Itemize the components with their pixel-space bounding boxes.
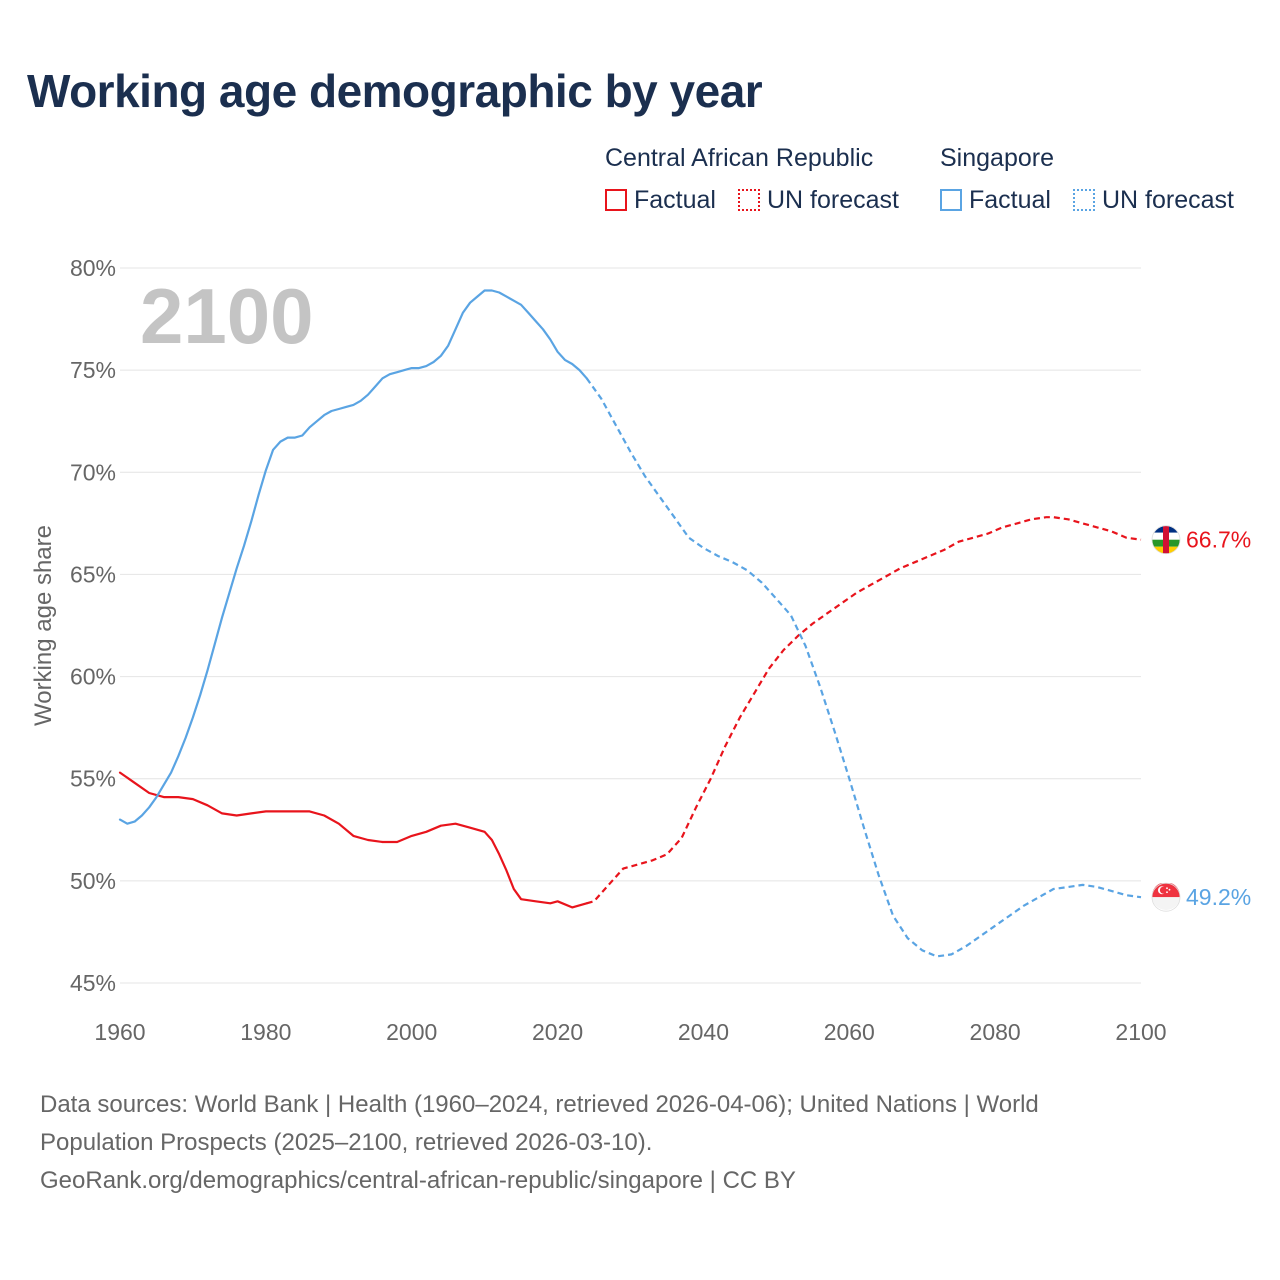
flag-star [1166, 891, 1168, 894]
legend-label: Factual [634, 185, 716, 214]
legend-label: UN forecast [767, 185, 899, 214]
solid-line-swatch-icon [940, 189, 962, 211]
central-african-republic-flag-icon [1151, 525, 1181, 555]
y-tick-label: 45% [70, 970, 116, 996]
legend-group-singapore: Singapore [940, 144, 1054, 172]
flag-stripe [1152, 897, 1180, 910]
end-value-label: 66.7% [1186, 527, 1251, 553]
series-line-forecast [586, 516, 1142, 905]
x-tick-label: 2040 [678, 1019, 729, 1045]
y-axis-label: Working age share [30, 525, 57, 726]
x-tick-label: 2100 [1115, 1019, 1166, 1045]
dotted-line-swatch-icon [738, 189, 760, 211]
flag-outline [1151, 525, 1181, 555]
legend-label: UN forecast [1102, 185, 1234, 214]
chart-title: Working age demographic by year [27, 65, 763, 117]
singapore-flag-icon [1151, 882, 1181, 912]
dotted-line-swatch-icon [1073, 189, 1095, 211]
year-watermark: 2100 [140, 272, 314, 360]
flag-stripes [1152, 883, 1180, 910]
legend-label: Factual [969, 185, 1051, 214]
legend-group-car: Central African Republic [605, 144, 874, 172]
y-tick-label: 50% [70, 868, 116, 894]
y-tick-label: 75% [70, 357, 116, 383]
y-tick-label: 70% [70, 459, 116, 485]
x-tick-label: 1960 [94, 1019, 145, 1045]
series-line-forecast [585, 377, 1142, 958]
data-sources-footer: Data sources: World Bank | Health (1960–… [40, 1086, 1240, 1200]
series-line-factual [118, 771, 588, 909]
legend-item-singapore-forecast[interactable]: UN forecast [1073, 185, 1234, 215]
sources-line: Data sources: World Bank | Health (1960–… [40, 1091, 1039, 1118]
flag-star [1166, 887, 1168, 890]
y-tick-label: 55% [70, 766, 116, 792]
line-chart: 2100 45% 50% 55% 60% 65% 70% 75% 80% 1960 1980 200… [30, 255, 1251, 1045]
sources-line: Population Prospects (2025–2100, retriev… [40, 1129, 653, 1156]
end-value-label: 49.2% [1186, 884, 1251, 910]
flag-band [1163, 526, 1169, 554]
x-tick-label: 2080 [970, 1019, 1021, 1045]
x-tick-label: 2020 [532, 1019, 583, 1045]
x-tick-label: 2060 [824, 1019, 875, 1045]
legend-item-car-factual[interactable]: Factual [605, 185, 716, 215]
series-line-factual [118, 289, 588, 825]
flag-star [1168, 888, 1171, 891]
x-tick-label: 1980 [240, 1019, 291, 1045]
solid-line-swatch-icon [605, 189, 627, 211]
y-tick-label: 65% [70, 561, 116, 587]
legend-item-car-forecast[interactable]: UN forecast [738, 185, 899, 215]
y-tick-label: 80% [70, 255, 116, 281]
legend-item-singapore-factual[interactable]: Factual [940, 185, 1051, 215]
flag-outline [1151, 882, 1181, 912]
flag-stripes [1152, 526, 1180, 554]
flag-crescent-cut [1159, 886, 1168, 894]
x-tick-label: 2000 [386, 1019, 437, 1045]
sources-line: GeoRank.org/demographics/central-african… [40, 1167, 796, 1194]
y-tick-label: 60% [70, 664, 116, 690]
